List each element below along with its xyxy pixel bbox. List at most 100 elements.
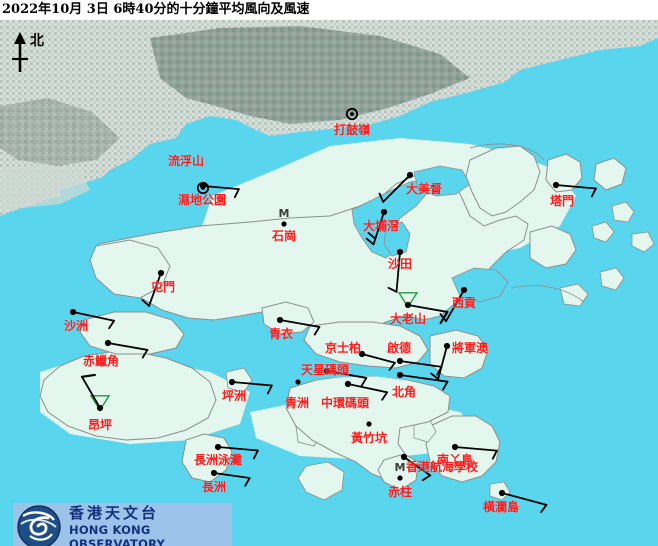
- wind-barb-layer[interactable]: [0, 20, 658, 546]
- barb-shaft: [501, 492, 548, 506]
- islet-e-2: [599, 267, 625, 291]
- station-label[interactable]: 青洲: [284, 396, 310, 410]
- station-symbol[interactable]: [430, 342, 451, 380]
- map-canvas[interactable]: 打鼓嶺 流浮山 濕地公園 石崗 M 大美督 塔門 大埔滘 沙田 屯門 青衣 大老山 西貢 將軍澳 沙洲 赤鱲角…: [0, 20, 658, 546]
- station-label[interactable]: 石崗: [271, 229, 297, 243]
- barb-shaft: [395, 251, 401, 293]
- barb-full-feather: [80, 373, 96, 378]
- plover-cove-water: [413, 165, 471, 197]
- station-label[interactable]: 打鼓嶺: [333, 123, 371, 137]
- station-label[interactable]: 將軍澳: [451, 341, 489, 355]
- station-label[interactable]: 屯門: [150, 280, 176, 294]
- hko-swirl-logo-icon: [17, 505, 61, 546]
- north-arrow-icon: [12, 32, 28, 72]
- barb-half-feather: [108, 319, 115, 330]
- station-label[interactable]: 流浮山: [167, 154, 205, 168]
- station-label[interactable]: 長洲: [201, 480, 227, 494]
- station-symbol[interactable]: [276, 316, 321, 336]
- station-dot: [366, 421, 372, 427]
- station-symbol[interactable]: [358, 350, 396, 371]
- station-label[interactable]: 大老山: [389, 312, 427, 326]
- station-symbol[interactable]: [281, 221, 287, 227]
- station-label[interactable]: 西貢: [451, 296, 477, 310]
- barb-shaft: [347, 383, 389, 394]
- station-label[interactable]: 長洲泳灘: [193, 453, 243, 467]
- calm-wind-circle-icon: [345, 107, 359, 121]
- station-label[interactable]: 天星碼頭: [300, 363, 350, 377]
- barb-half-feather: [141, 299, 150, 307]
- station-label[interactable]: 赤鱲角: [82, 354, 120, 368]
- station-symbol[interactable]: [210, 469, 251, 487]
- station-label[interactable]: 黃竹坑: [350, 431, 388, 445]
- station-symbol[interactable]: [214, 443, 259, 460]
- station-symbol[interactable]: [323, 367, 368, 387]
- barb-half-feather: [421, 474, 432, 482]
- islet-e-3: [631, 231, 655, 253]
- lamma-island: [425, 415, 501, 483]
- barb-half-feather: [388, 361, 396, 371]
- station-symbol[interactable]: [80, 373, 111, 412]
- barb-shaft: [437, 345, 448, 380]
- station-symbol[interactable]: [365, 208, 388, 246]
- lantau-island: [39, 351, 217, 441]
- station-symbol[interactable]: [141, 269, 165, 307]
- station-dot: [380, 208, 388, 216]
- barb-half-feather: [141, 349, 149, 359]
- gale-warning-triangle-icon: [397, 292, 419, 309]
- station-dot: [406, 171, 414, 179]
- station-dot: [460, 286, 468, 294]
- barb-shaft: [407, 304, 449, 313]
- station-symbol[interactable]: [387, 248, 404, 293]
- station-symbol[interactable]: [228, 378, 273, 395]
- station-label[interactable]: 啟德: [386, 341, 412, 355]
- barb-shaft: [217, 446, 259, 452]
- station-dot: [397, 475, 403, 481]
- station-label[interactable]: 南丫島: [436, 453, 474, 467]
- station-symbol[interactable]: [397, 475, 403, 481]
- station-symbol[interactable]: [378, 171, 414, 203]
- station-label[interactable]: 中環碼頭: [320, 396, 370, 410]
- southern-islet-2: [297, 461, 345, 501]
- victoria-harbour: [296, 364, 444, 386]
- station-label[interactable]: 沙田: [387, 257, 413, 271]
- station-label[interactable]: 赤柱: [387, 485, 413, 499]
- station-label[interactable]: 京士柏: [324, 341, 362, 355]
- barb-shaft: [107, 342, 149, 351]
- station-label[interactable]: 塔門: [549, 194, 575, 208]
- station-symbol[interactable]: [69, 308, 115, 330]
- station-symbol[interactable]: [295, 379, 301, 385]
- station-label[interactable]: 大埔滘: [362, 219, 400, 233]
- station-label[interactable]: 橫瀾島: [482, 500, 520, 514]
- station-symbol[interactable]: [451, 443, 498, 460]
- barb-shaft: [399, 374, 449, 383]
- station-label[interactable]: 昂坪: [87, 418, 113, 432]
- station-dot: [323, 367, 331, 375]
- station-symbol[interactable]: [498, 489, 548, 514]
- station-symbol[interactable]: [344, 380, 389, 401]
- barb-shaft: [279, 319, 321, 328]
- barb-half-feather: [266, 384, 273, 395]
- station-symbol[interactable]: [439, 286, 468, 323]
- deep-bay-water: [60, 160, 214, 212]
- station-symbol[interactable]: [396, 371, 449, 391]
- station-symbol[interactable]: [400, 453, 432, 482]
- station-dot: [552, 181, 560, 189]
- station-symbol[interactable]: [366, 421, 372, 427]
- station-dot: [228, 378, 236, 386]
- station-label[interactable]: 濕地公園: [177, 193, 227, 207]
- station-label[interactable]: 大美督: [405, 182, 443, 196]
- station-symbol[interactable]: [104, 339, 149, 359]
- station-symbol[interactable]: [396, 357, 443, 376]
- station-symbol[interactable]: [552, 181, 597, 198]
- coastline-detail-se: [511, 285, 585, 303]
- station-label[interactable]: 沙洲: [63, 319, 89, 333]
- station-symbol[interactable]: [345, 107, 359, 121]
- station-label[interactable]: 坪洲: [221, 389, 247, 403]
- barb-half-feather: [367, 231, 377, 240]
- station-symbol[interactable]: [196, 181, 210, 195]
- station-label[interactable]: 香港航海學校: [405, 460, 479, 474]
- station-dot: [295, 379, 301, 385]
- barb-shaft: [231, 381, 273, 387]
- station-label[interactable]: 青衣: [268, 327, 294, 341]
- station-label[interactable]: 北角: [391, 385, 417, 399]
